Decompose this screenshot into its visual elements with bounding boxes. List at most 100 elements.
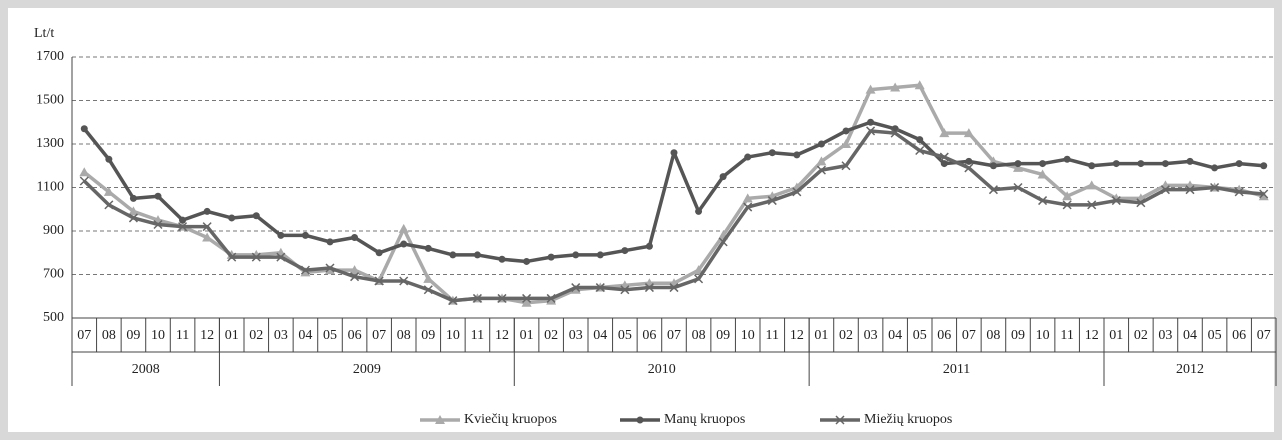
marker (793, 151, 801, 159)
marker (1063, 155, 1071, 163)
marker (178, 222, 188, 232)
y-tick-label: 500 (43, 310, 64, 325)
x-tick-label: 04 (298, 328, 312, 343)
marker (1039, 160, 1047, 168)
legend-label: Kviečių kruopos (464, 412, 557, 427)
marker (473, 251, 481, 259)
x-tick-label: 08 (692, 328, 706, 343)
marker (841, 139, 851, 148)
marker (1160, 185, 1170, 195)
marker (1186, 157, 1194, 165)
x-tick-label: 12 (1085, 328, 1099, 343)
marker (498, 255, 506, 263)
x-tick-label: 11 (1060, 328, 1073, 343)
marker (816, 165, 826, 175)
x-tick-label: 05 (618, 328, 632, 343)
marker (227, 252, 237, 262)
x-tick-label: 02 (249, 328, 263, 343)
marker (351, 234, 359, 242)
marker (1014, 160, 1022, 168)
legend-label: Manų kruopos (664, 412, 745, 427)
marker (154, 192, 162, 200)
legend-label: Miežių kruopos (864, 412, 952, 427)
marker (768, 149, 776, 157)
marker (202, 222, 212, 232)
x-tick-label: 03 (569, 328, 583, 343)
marker (423, 273, 434, 283)
marker (817, 140, 825, 148)
x-tick-label: 10 (446, 328, 460, 343)
marker (448, 296, 458, 306)
x-tick-label: 07 (667, 328, 681, 343)
marker (449, 251, 457, 259)
group-label: 2010 (648, 362, 676, 377)
group-label: 2008 (132, 362, 160, 377)
y-tick-label: 900 (43, 223, 64, 238)
marker (374, 276, 384, 286)
x-tick-label: 05 (323, 328, 337, 343)
marker (1211, 164, 1219, 172)
group-label: 2009 (353, 362, 381, 377)
x-tick-label: 01 (520, 328, 534, 343)
marker (399, 276, 409, 286)
marker (1088, 162, 1096, 170)
marker (1062, 200, 1072, 210)
x-tick-label: 02 (839, 328, 853, 343)
x-tick-label: 12 (200, 328, 214, 343)
marker (1037, 169, 1048, 179)
marker (1112, 160, 1120, 168)
x-tick-label: 01 (225, 328, 239, 343)
marker (669, 283, 679, 293)
marker (80, 125, 88, 133)
x-tick-label: 06 (937, 328, 951, 343)
marker (693, 265, 704, 275)
marker (203, 207, 211, 215)
x-tick-label: 02 (1134, 328, 1148, 343)
marker (645, 242, 653, 250)
x-tick-label: 10 (151, 328, 165, 343)
marker (965, 157, 973, 165)
marker (523, 257, 531, 265)
x-tick-label: 10 (1036, 328, 1050, 343)
marker (742, 193, 753, 203)
x-tick-label: 01 (1109, 328, 1123, 343)
legend-marker (636, 416, 644, 424)
marker (1210, 182, 1220, 193)
y-tick-label: 700 (43, 267, 64, 282)
x-tick-label: 10 (741, 328, 755, 343)
marker (939, 128, 950, 138)
marker (350, 272, 360, 282)
marker (694, 274, 704, 284)
marker (326, 238, 334, 246)
marker (277, 231, 285, 239)
x-tick-label: 09 (421, 328, 435, 343)
x-tick-label: 06 (348, 328, 362, 343)
x-tick-label: 04 (888, 328, 902, 343)
marker (816, 156, 827, 166)
marker (1260, 162, 1268, 170)
marker (522, 293, 532, 303)
y-tick-label: 1500 (36, 93, 64, 108)
marker (792, 187, 802, 197)
marker (963, 128, 974, 138)
marker (940, 160, 948, 168)
x-tick-label: 11 (766, 328, 779, 343)
x-tick-label: 07 (1257, 328, 1271, 343)
marker (128, 213, 138, 223)
marker (988, 185, 998, 195)
marker (841, 161, 851, 171)
marker (572, 251, 580, 259)
x-tick-label: 07 (77, 328, 91, 343)
marker (252, 212, 260, 220)
x-tick-label: 03 (864, 328, 878, 343)
marker (744, 153, 752, 161)
marker (915, 145, 925, 156)
x-tick-label: 08 (397, 328, 411, 343)
marker (1161, 160, 1169, 168)
y-tick-label: 1100 (37, 180, 64, 195)
marker (103, 186, 114, 196)
marker (743, 202, 753, 212)
marker (398, 223, 409, 233)
marker (890, 128, 900, 138)
